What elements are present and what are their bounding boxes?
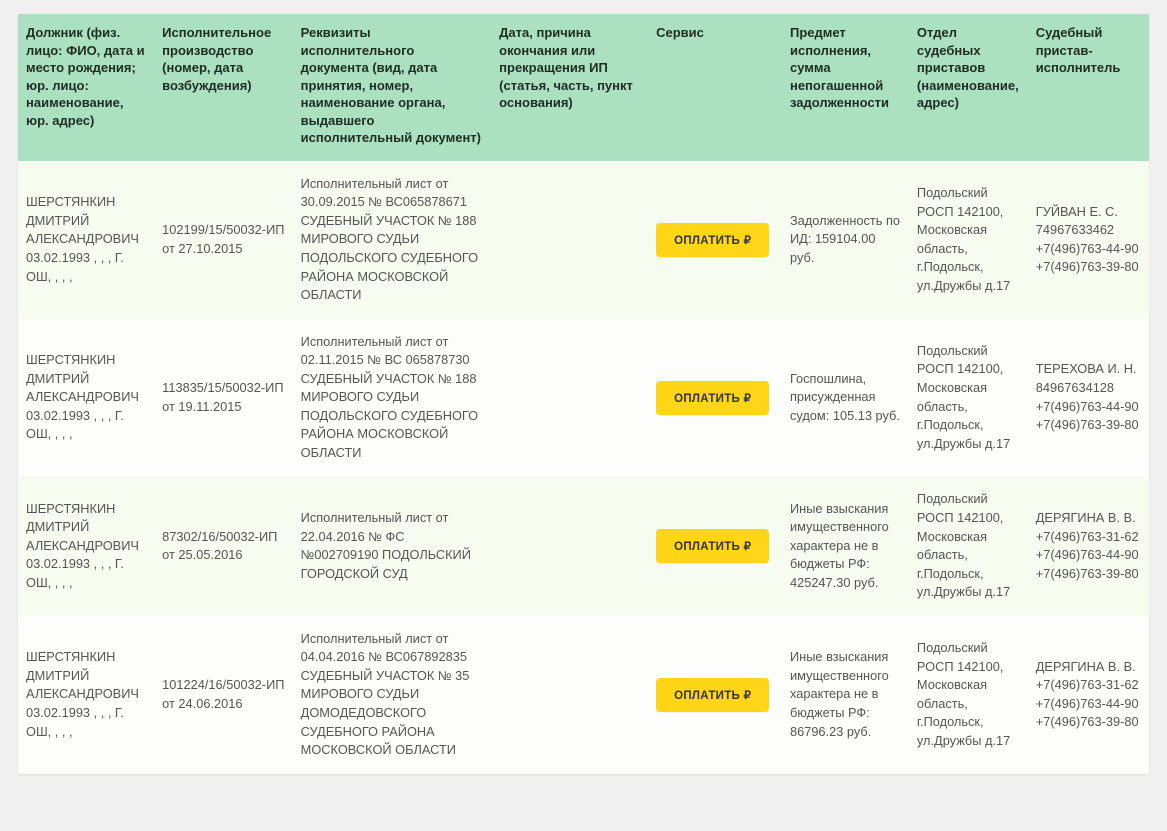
proceedings-table-container: Должник (физ. лицо: ФИО, дата и место ро… — [18, 14, 1149, 774]
cell-reason — [491, 616, 648, 774]
cell-officer: ТЕРЕХОВА И. Н. 84967634128 +7(496)763-44… — [1028, 319, 1149, 477]
table-row: ШЕРСТЯНКИН ДМИТРИЙ АЛЕКСАНДРОВИЧ 03.02.1… — [18, 476, 1149, 615]
col-header-proceeding: Исполнительное производство (номер, дата… — [154, 14, 292, 161]
pay-button[interactable]: ОПЛАТИТЬ — [656, 529, 769, 563]
col-header-document: Реквизиты исполнительного документа (вид… — [293, 14, 492, 161]
cell-officer: ДЕРЯГИНА В. В. +7(496)763-31-62 +7(496)7… — [1028, 476, 1149, 615]
cell-debtor: ШЕРСТЯНКИН ДМИТРИЙ АЛЕКСАНДРОВИЧ 03.02.1… — [18, 476, 154, 615]
cell-subject: Задолженность по ИД: 159104.00 руб. — [782, 161, 909, 319]
col-header-debtor: Должник (физ. лицо: ФИО, дата и место ро… — [18, 14, 154, 161]
cell-reason — [491, 161, 648, 319]
cell-doc: Исполнительный лист от 02.11.2015 № ВС 0… — [293, 319, 492, 477]
cell-service: ОПЛАТИТЬ — [648, 616, 782, 774]
cell-doc: Исполнительный лист от 30.09.2015 № ВС06… — [293, 161, 492, 319]
pay-button[interactable]: ОПЛАТИТЬ — [656, 678, 769, 712]
cell-doc: Исполнительный лист от 04.04.2016 № ВС06… — [293, 616, 492, 774]
col-header-officer: Судебный пристав-исполнитель — [1028, 14, 1149, 161]
col-header-subject: Предмет исполнения, сумма непогашенной з… — [782, 14, 909, 161]
cell-proc: 102199/15/50032-ИП от 27.10.2015 — [154, 161, 292, 319]
col-header-service: Сервис — [648, 14, 782, 161]
cell-debtor: ШЕРСТЯНКИН ДМИТРИЙ АЛЕКСАНДРОВИЧ 03.02.1… — [18, 616, 154, 774]
table-row: ШЕРСТЯНКИН ДМИТРИЙ АЛЕКСАНДРОВИЧ 03.02.1… — [18, 616, 1149, 774]
cell-service: ОПЛАТИТЬ — [648, 319, 782, 477]
cell-reason — [491, 476, 648, 615]
cell-proc: 101224/16/50032-ИП от 24.06.2016 — [154, 616, 292, 774]
cell-service: ОПЛАТИТЬ — [648, 161, 782, 319]
cell-proc: 113835/15/50032-ИП от 19.11.2015 — [154, 319, 292, 477]
col-header-reason: Дата, причина окончания или прекращения … — [491, 14, 648, 161]
cell-dept: Подольский РОСП 142100, Московская облас… — [909, 616, 1028, 774]
table-header-row: Должник (физ. лицо: ФИО, дата и место ро… — [18, 14, 1149, 161]
table-row: ШЕРСТЯНКИН ДМИТРИЙ АЛЕКСАНДРОВИЧ 03.02.1… — [18, 319, 1149, 477]
col-header-department: Отдел судебных приставов (наименование, … — [909, 14, 1028, 161]
cell-officer: ДЕРЯГИНА В. В. +7(496)763-31-62 +7(496)7… — [1028, 616, 1149, 774]
cell-debtor: ШЕРСТЯНКИН ДМИТРИЙ АЛЕКСАНДРОВИЧ 03.02.1… — [18, 319, 154, 477]
pay-button[interactable]: ОПЛАТИТЬ — [656, 223, 769, 257]
cell-doc: Исполнительный лист от 22.04.2016 № ФС №… — [293, 476, 492, 615]
cell-proc: 87302/16/50032-ИП от 25.05.2016 — [154, 476, 292, 615]
cell-dept: Подольский РОСП 142100, Московская облас… — [909, 161, 1028, 319]
table-row: ШЕРСТЯНКИН ДМИТРИЙ АЛЕКСАНДРОВИЧ 03.02.1… — [18, 161, 1149, 319]
cell-debtor: ШЕРСТЯНКИН ДМИТРИЙ АЛЕКСАНДРОВИЧ 03.02.1… — [18, 161, 154, 319]
proceedings-table: Должник (физ. лицо: ФИО, дата и место ро… — [18, 14, 1149, 774]
cell-reason — [491, 319, 648, 477]
cell-subject: Иные взыскания имущественного характера … — [782, 616, 909, 774]
cell-officer: ГУЙВАН Е. С. 74967633462 +7(496)763-44-9… — [1028, 161, 1149, 319]
pay-button[interactable]: ОПЛАТИТЬ — [656, 381, 769, 415]
cell-subject: Госпошлина, присужденная судом: 105.13 р… — [782, 319, 909, 477]
cell-dept: Подольский РОСП 142100, Московская облас… — [909, 476, 1028, 615]
cell-subject: Иные взыскания имущественного характера … — [782, 476, 909, 615]
cell-service: ОПЛАТИТЬ — [648, 476, 782, 615]
cell-dept: Подольский РОСП 142100, Московская облас… — [909, 319, 1028, 477]
